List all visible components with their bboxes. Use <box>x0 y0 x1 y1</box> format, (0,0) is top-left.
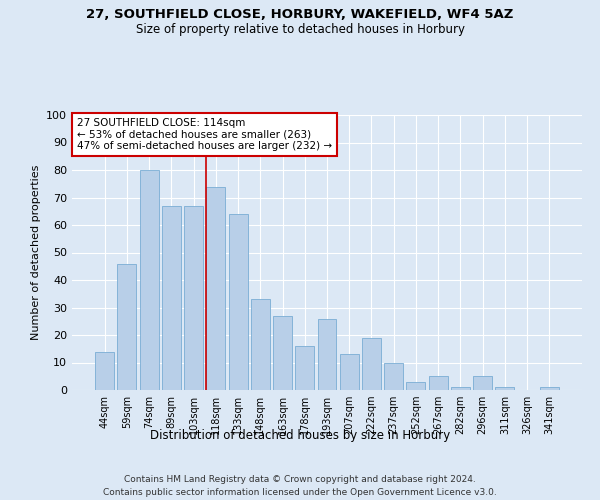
Bar <box>251 299 270 390</box>
Bar <box>118 264 136 390</box>
Bar <box>162 206 181 390</box>
Bar <box>406 382 425 390</box>
Bar <box>362 338 381 390</box>
Bar <box>473 376 492 390</box>
Bar <box>451 387 470 390</box>
Text: Contains public sector information licensed under the Open Government Licence v3: Contains public sector information licen… <box>103 488 497 497</box>
Bar <box>140 170 158 390</box>
Text: 27, SOUTHFIELD CLOSE, HORBURY, WAKEFIELD, WF4 5AZ: 27, SOUTHFIELD CLOSE, HORBURY, WAKEFIELD… <box>86 8 514 20</box>
Bar <box>429 376 448 390</box>
Bar <box>496 387 514 390</box>
Bar <box>340 354 359 390</box>
Bar <box>317 318 337 390</box>
Bar <box>229 214 248 390</box>
Text: Distribution of detached houses by size in Horbury: Distribution of detached houses by size … <box>150 428 450 442</box>
Bar <box>184 206 203 390</box>
Text: 27 SOUTHFIELD CLOSE: 114sqm
← 53% of detached houses are smaller (263)
47% of se: 27 SOUTHFIELD CLOSE: 114sqm ← 53% of det… <box>77 118 332 151</box>
Bar <box>206 186 225 390</box>
Bar <box>384 362 403 390</box>
Bar <box>95 352 114 390</box>
Bar <box>273 316 292 390</box>
Bar <box>540 387 559 390</box>
Y-axis label: Number of detached properties: Number of detached properties <box>31 165 41 340</box>
Bar <box>295 346 314 390</box>
Text: Contains HM Land Registry data © Crown copyright and database right 2024.: Contains HM Land Registry data © Crown c… <box>124 476 476 484</box>
Text: Size of property relative to detached houses in Horbury: Size of property relative to detached ho… <box>136 22 464 36</box>
